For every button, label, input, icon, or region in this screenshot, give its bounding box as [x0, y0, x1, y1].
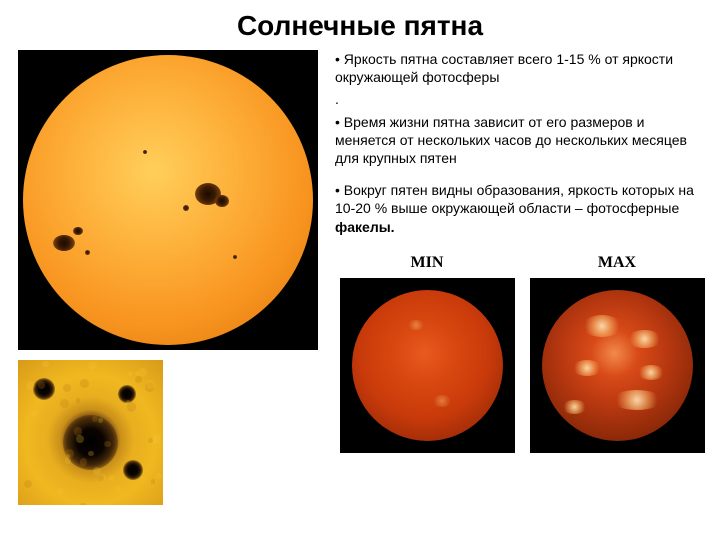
slide-title: Солнечные пятна	[0, 0, 720, 50]
bullet-brightness: • Яркость пятна составляет всего 1-15 % …	[335, 50, 707, 86]
bullet-faculae-bold: факелы.	[335, 219, 395, 235]
bullet-dot: .	[335, 90, 707, 108]
sun-max-image	[530, 278, 705, 453]
sun-photosphere-image	[18, 50, 318, 350]
sun-min-image	[340, 278, 515, 453]
label-max: MAX	[527, 254, 707, 272]
bullet-faculae: • Вокруг пятен видны образования, яркост…	[335, 181, 707, 236]
label-min: MIN	[337, 254, 517, 272]
sunspot-closeup-image	[18, 360, 163, 505]
bullet-faculae-text: • Вокруг пятен видны образования, яркост…	[335, 182, 694, 216]
bullet-lifetime: • Время жизни пятна зависит от его разме…	[335, 113, 707, 168]
